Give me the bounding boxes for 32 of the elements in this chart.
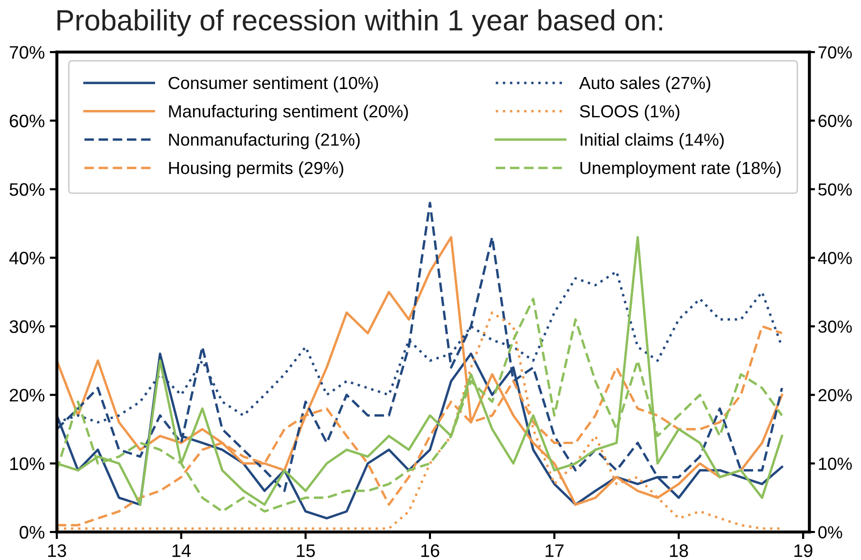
x-tick-label: 19	[794, 544, 812, 558]
y2-tick-label: 60%	[818, 114, 852, 128]
y2-tick-label: 70%	[818, 46, 852, 59]
y2-tick-label: 10%	[818, 458, 852, 470]
y-tick-label: 20%	[10, 388, 44, 402]
y-tick-label: 10%	[10, 457, 44, 470]
y-tick-label: 50%	[10, 183, 44, 196]
legend-label: Auto sales (27%)	[579, 76, 710, 93]
y2-tick-label: 50%	[818, 183, 852, 196]
y2-tick-label: 30%	[818, 320, 852, 333]
x-tick-label: 13	[48, 544, 66, 558]
y-tick-label: 70%	[10, 46, 44, 59]
chart-title: Probability of recession within 1 year based on:	[57, 9, 662, 36]
y2-tick-label: 20%	[818, 389, 852, 402]
legend-label: Consumer sentiment (10%)	[168, 76, 378, 93]
y2-tick-label: 0%	[818, 526, 842, 538]
x-tick-label: 17	[546, 544, 564, 557]
y-tick-label: 40%	[9, 252, 44, 264]
x-tick-label: 16	[421, 544, 440, 558]
y-tick-label: 30%	[10, 320, 44, 334]
legend-label: Initial claims (14%)	[580, 133, 724, 150]
legend-label: Unemployment rate (18%)	[580, 161, 781, 178]
legend-label: Manufacturing sentiment (20%)	[169, 104, 408, 121]
legend-label: Nonmanufacturing (21%)	[169, 133, 360, 150]
y-tick-label: 0%	[20, 526, 44, 539]
x-tick-label: 15	[296, 544, 315, 558]
y-tick-label: 60%	[10, 114, 44, 128]
x-tick-label: 18	[670, 544, 688, 558]
legend-label: Housing permits (29%)	[169, 161, 344, 178]
legend-label: SLOOS (1%)	[580, 104, 680, 121]
y2-tick-label: 40%	[818, 252, 852, 264]
x-tick-label: 14	[172, 544, 191, 557]
